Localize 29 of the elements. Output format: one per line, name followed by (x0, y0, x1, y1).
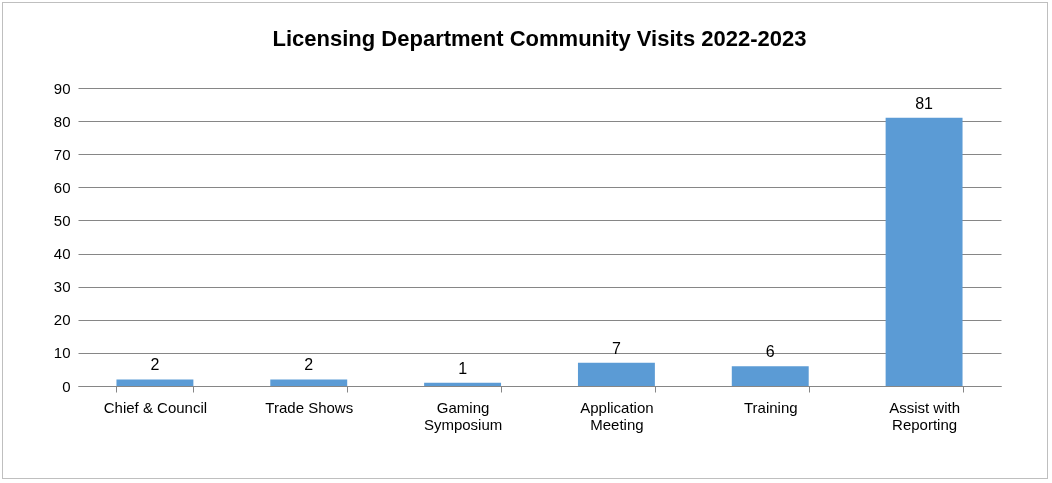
data-label: 6 (765, 343, 775, 361)
y-tick-label: 80 (53, 112, 71, 130)
bar (270, 379, 348, 386)
y-tick-label: 90 (53, 79, 71, 97)
x-tick-label: Trade Shows (265, 398, 354, 416)
y-tick-label: 70 (53, 145, 71, 163)
y-tick-label: 40 (53, 245, 71, 263)
y-tick-label: 30 (53, 278, 71, 296)
x-tick-label: Application Meeting (580, 398, 654, 433)
x-tick-label: Gaming Symposium (423, 398, 503, 433)
bar (577, 362, 655, 386)
y-tick-label: 50 (53, 211, 71, 229)
chart-title: Licensing Department Community Visits 2022-2023 (272, 26, 807, 51)
y-tick-label: 20 (53, 311, 71, 329)
y-tick-label: 60 (53, 178, 71, 196)
data-label: 2 (150, 356, 160, 374)
bar (116, 379, 194, 386)
x-tick-label: Chief & Council (103, 398, 208, 416)
bar (731, 366, 809, 386)
data-label: 2 (304, 356, 314, 374)
y-tick-label: 0 (62, 377, 71, 395)
bar (885, 117, 963, 386)
data-label: 1 (458, 359, 468, 377)
data-label: 81 (915, 94, 934, 112)
bar (424, 382, 502, 386)
x-tick-label: Training (743, 398, 798, 416)
data-label: 7 (611, 339, 621, 357)
y-tick-label: 10 (53, 344, 71, 362)
x-tick-label: Assist with Reporting (889, 398, 961, 433)
